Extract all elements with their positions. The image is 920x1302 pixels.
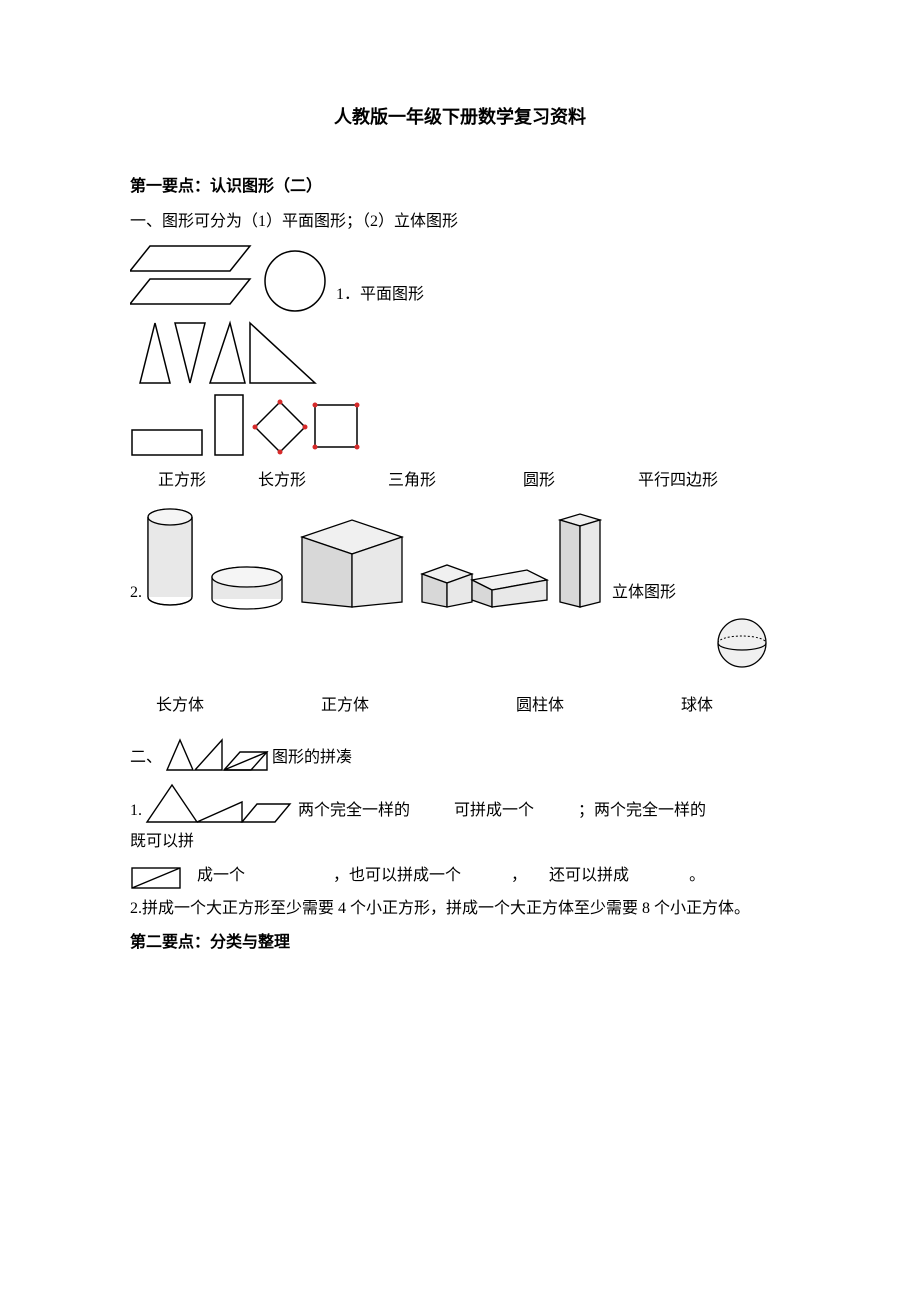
s1p2-suffix: 图形的拼凑 <box>272 743 352 773</box>
diamond-icon <box>250 390 310 460</box>
flat-shapes-row-1: 1．平面图形 <box>130 241 790 316</box>
label-rect: 长方形 <box>258 466 388 496</box>
flat-shapes-row-2 <box>130 318 790 388</box>
rect-diag-icon <box>130 864 185 892</box>
document-page: 人教版一年级下册数学复习资料 第一要点：认识图形（二） 一、图形可分为（1）平面… <box>0 0 920 1042</box>
prob1-line1: 1. 两个完全一样的 可拼成一个 ；两个完全一样的 <box>130 782 790 827</box>
s1p2-prefix: 二、 <box>130 743 162 773</box>
s1-p1: 一、图形可分为（1）平面图形；（2）立体图形 <box>130 207 790 237</box>
label-cuboid: 长方体 <box>130 691 321 721</box>
prob1-l3c: ， <box>511 861 527 891</box>
circle-icon <box>260 246 330 316</box>
small-rect-icon <box>130 390 210 460</box>
prob1-line3: 成一个 ，也可以拼成一个 ， 还可以拼成 。 <box>130 861 790 891</box>
square-dots-icon <box>310 390 365 460</box>
solid-shape-names: 长方体 正方体 圆柱体 球体 <box>130 691 790 721</box>
solid-suffix: 立体图形 <box>612 578 676 612</box>
triangles-icon <box>130 318 320 388</box>
section1-heading: 第一要点：认识图形（二） <box>130 172 790 202</box>
tall-rect-icon <box>210 390 250 460</box>
solid-prefix: 2. <box>130 578 142 612</box>
sphere-row <box>130 616 790 671</box>
prob1-prefix: 1. <box>130 796 142 826</box>
flat-shape-names: 正方形 长方形 三角形 圆形 平行四边形 <box>130 466 790 496</box>
prob1-c: ；两个完全一样的 <box>578 796 706 826</box>
label-cube: 正方体 <box>321 691 516 721</box>
prob1-shapes-icon <box>142 782 292 827</box>
prob1-a: 两个完全一样的 <box>298 796 410 826</box>
prob1-l3d: 还可以拼成 <box>549 861 629 891</box>
s1-p2-row: 二、 图形的拼凑 <box>130 736 790 774</box>
label-sphere: 球体 <box>681 691 790 721</box>
label-tri: 三角形 <box>388 466 523 496</box>
flat-shapes-label: 1．平面图形 <box>336 280 424 316</box>
section2-heading: 第二要点：分类与整理 <box>130 928 790 958</box>
label-square: 正方形 <box>130 466 258 496</box>
prob1-l3e: 。 <box>689 861 705 891</box>
solids-icon <box>142 502 602 612</box>
label-para: 平行四边形 <box>638 466 790 496</box>
label-circle: 圆形 <box>523 466 638 496</box>
prob1-line2: 既可以拼 <box>130 827 790 857</box>
label-cylinder: 圆柱体 <box>516 691 681 721</box>
sphere-icon <box>715 616 770 671</box>
prob2: 2.拼成一个大正方形至少需要 4 个小正方形，拼成一个大正方体至少需要 8 个小… <box>130 894 790 924</box>
prob1-b: 可拼成一个 <box>454 796 534 826</box>
flat-shapes-row-3 <box>130 390 790 460</box>
prob1-l3a: 成一个 <box>197 861 245 891</box>
solid-shapes-row: 2. <box>130 502 790 612</box>
parallelograms-icon <box>130 241 260 316</box>
triangles-small-icon <box>162 736 272 774</box>
prob1-l3b: ，也可以拼成一个 <box>333 861 461 891</box>
doc-title: 人教版一年级下册数学复习资料 <box>130 100 790 134</box>
